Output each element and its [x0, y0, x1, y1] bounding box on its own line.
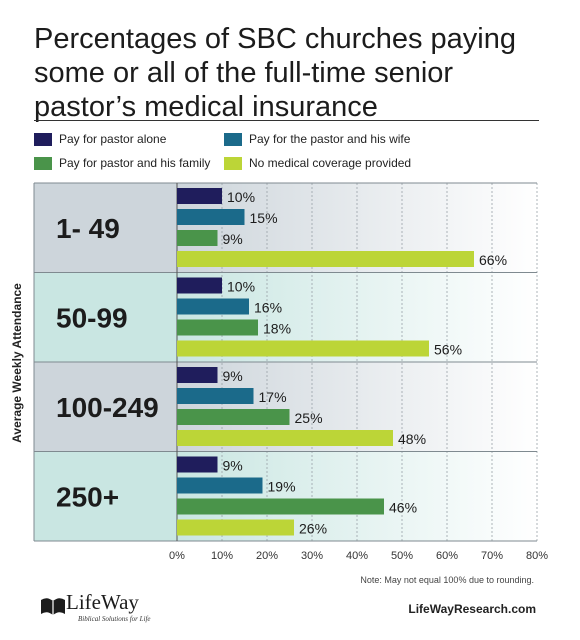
- y-axis-label: Average Weekly Attendance: [10, 283, 24, 443]
- footnote: Note: May not equal 100% due to rounding…: [360, 575, 534, 585]
- bar: [177, 388, 254, 404]
- open-book-icon: [41, 598, 65, 615]
- legend-swatch: [224, 156, 242, 170]
- data-label: 9%: [223, 458, 243, 474]
- bar: [177, 456, 218, 473]
- bar: [177, 340, 429, 357]
- bar: [177, 230, 218, 246]
- legend-swatch: [34, 132, 52, 146]
- legend-item-pastor-alone: Pay for pastor alone: [34, 132, 166, 146]
- legend: Pay for pastor alone Pay for the pastor …: [34, 132, 554, 176]
- bar: [177, 188, 222, 204]
- legend-swatch: [224, 132, 242, 146]
- x-tick-label: 30%: [301, 550, 323, 562]
- legend-label: No medical coverage provided: [249, 156, 412, 170]
- data-label: 15%: [250, 210, 278, 226]
- group-label-panel: [34, 272, 177, 362]
- group-label-panel: [34, 183, 177, 273]
- bar: [177, 519, 294, 536]
- logo-wordmark: LifeWay: [66, 590, 139, 614]
- x-tick-label: 10%: [211, 550, 233, 562]
- data-label: 10%: [227, 279, 255, 295]
- bar: [177, 209, 245, 225]
- group-label-panel: [34, 362, 177, 452]
- bar: [177, 319, 258, 336]
- bar: [177, 430, 393, 446]
- bar: [177, 277, 222, 294]
- x-tick-label: 80%: [526, 550, 548, 562]
- data-label: 56%: [434, 342, 462, 358]
- category-label: 1- 49: [56, 213, 120, 244]
- x-tick-label: 0%: [169, 550, 185, 562]
- legend-item-no-coverage: No medical coverage provided: [224, 156, 411, 170]
- data-label: 25%: [295, 410, 323, 426]
- data-label: 17%: [259, 389, 287, 405]
- data-label: 48%: [398, 431, 426, 447]
- x-tick-label: 60%: [436, 550, 458, 562]
- website-link[interactable]: LifeWayResearch.com: [408, 602, 536, 616]
- x-tick-label: 50%: [391, 550, 413, 562]
- legend-item-pastor-family: Pay for pastor and his family: [34, 156, 210, 170]
- category-label: 100-249: [56, 392, 159, 423]
- category-label: 50-99: [56, 302, 128, 333]
- bar: [177, 477, 263, 494]
- title-rule: [34, 120, 539, 121]
- legend-label: Pay for pastor alone: [59, 132, 167, 146]
- group-label-panel: [34, 451, 177, 541]
- bar: [177, 409, 290, 425]
- data-label: 19%: [268, 479, 296, 495]
- bar: [177, 251, 474, 267]
- x-tick-label: 20%: [256, 550, 278, 562]
- logo-tagline: Biblical Solutions for Life: [78, 615, 151, 623]
- data-label: 9%: [223, 231, 243, 247]
- legend-label: Pay for pastor and his family: [59, 156, 211, 170]
- bar: [177, 298, 249, 315]
- data-label: 9%: [223, 368, 243, 384]
- data-label: 16%: [254, 300, 282, 316]
- x-tick-label: 70%: [481, 550, 503, 562]
- data-label: 26%: [299, 521, 327, 537]
- data-label: 46%: [389, 500, 417, 516]
- data-label: 10%: [227, 189, 255, 205]
- category-label: 250+: [56, 481, 119, 512]
- legend-swatch: [34, 156, 52, 170]
- bar: [177, 498, 384, 515]
- bar: [177, 367, 218, 383]
- legend-item-pastor-wife: Pay for the pastor and his wife: [224, 132, 410, 146]
- lifeway-logo: LifeWay Biblical Solutions for Life: [38, 588, 158, 632]
- legend-label: Pay for the pastor and his wife: [249, 132, 411, 146]
- data-label: 66%: [479, 252, 507, 268]
- x-tick-label: 40%: [346, 550, 368, 562]
- chart-title: Percentages of SBC churches paying some …: [34, 23, 516, 123]
- data-label: 18%: [263, 321, 291, 337]
